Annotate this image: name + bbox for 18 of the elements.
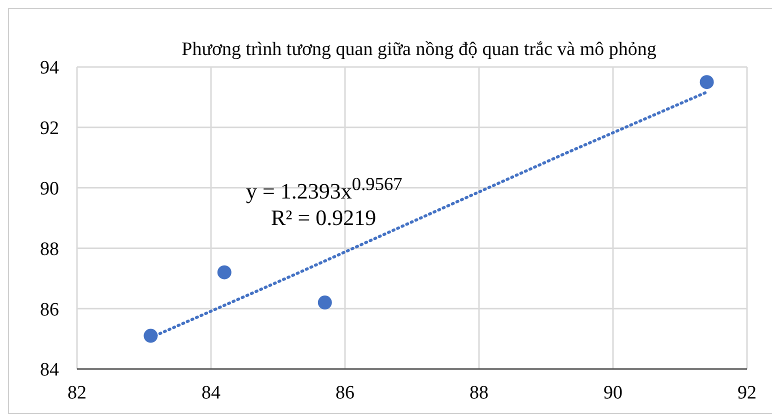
x-tick-label: 92 <box>738 382 756 404</box>
point <box>700 75 714 90</box>
x-tick-label: 84 <box>202 382 221 404</box>
x-tick-label: 86 <box>336 382 354 404</box>
y-tick-label: 84 <box>40 360 60 381</box>
y-tick-label: 94 <box>40 58 60 79</box>
y-tick-label: 86 <box>40 299 59 320</box>
y-tick-label: 90 <box>40 178 59 200</box>
point <box>217 265 232 280</box>
annotation: y = 1.2393x$^{0.9567}$ <box>246 174 402 204</box>
x-tick-label: 88 <box>470 382 488 404</box>
annotation: R² = 0.9219 <box>271 205 376 231</box>
x-tick-label: 82 <box>68 382 86 404</box>
chart-title: Phương trình tương quan giữa nồng độ quan trắc và mô phỏng <box>180 39 658 61</box>
x-tick-label: 90 <box>604 382 622 404</box>
y-tick-label: 88 <box>40 238 59 260</box>
y-tick-label: 92 <box>40 118 59 140</box>
point <box>318 296 332 310</box>
